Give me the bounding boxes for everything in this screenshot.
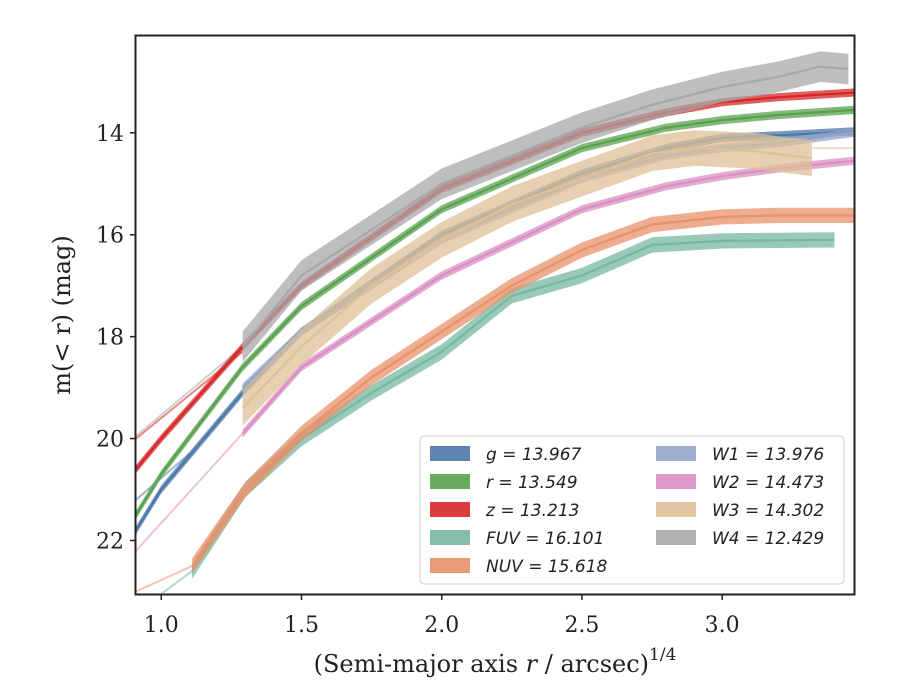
legend-item-r: r = 13.549 — [430, 473, 578, 493]
x-axis-label-sup: 1/4 — [649, 645, 676, 665]
series-w3 — [241, 130, 813, 426]
band-fuv — [192, 232, 835, 579]
x-axis-label-main: (Semi-major axis — [314, 650, 526, 678]
legend-label: r = 13.549 — [486, 473, 578, 493]
series-nuv — [191, 207, 854, 574]
legend-label: W1 = 13.976 — [712, 445, 824, 465]
extension-w4 — [136, 346, 244, 437]
plot-frame — [134, 34, 856, 596]
legend-label: W3 = 14.302 — [712, 501, 824, 521]
legend-label: FUV = 16.101 — [486, 529, 604, 549]
legend-swatch — [656, 446, 696, 461]
x-tick-label: 1.5 — [284, 613, 319, 638]
legend-item-g: g = 13.967 — [430, 445, 582, 465]
legend-swatch — [430, 446, 470, 461]
extension-g — [136, 453, 190, 501]
x-tick-label: 2.5 — [564, 613, 599, 638]
line-w4 — [241, 65, 849, 348]
legend-swatch — [430, 558, 470, 573]
band-w3 — [242, 130, 812, 426]
legend-item-w2: W2 = 14.473 — [656, 473, 824, 493]
x-axis-ticks: 1.0 1.5 2.0 2.5 3.0 — [144, 594, 740, 638]
legend: g = 13.967 r = 13.549 z = 13.213 FUV = 16.1… — [419, 435, 845, 585]
x-tick-label: 3.0 — [705, 613, 740, 638]
line-r — [136, 108, 854, 516]
legend-swatch — [656, 502, 696, 517]
extension-fuv — [160, 570, 193, 594]
extension-w2 — [136, 432, 244, 552]
legend-item-nuv: NUV = 15.618 — [430, 557, 608, 577]
line-w3 — [241, 146, 813, 409]
legend-item-z: z = 13.213 — [430, 501, 579, 521]
x-axis-label: (Semi-major axis r / arcsec)1/4 — [314, 645, 677, 678]
legend-label: g = 13.967 — [486, 445, 582, 465]
extension-nuv — [136, 565, 193, 593]
y-tick-label: 20 — [96, 428, 124, 453]
y-tick-label: 18 — [96, 326, 124, 351]
y-tick-label: 16 — [96, 224, 124, 249]
legend-label: z = 13.213 — [485, 501, 579, 521]
legend-item-fuv: FUV = 16.101 — [430, 529, 604, 549]
legend-swatch — [430, 474, 470, 489]
legend-label: W2 = 14.473 — [712, 473, 824, 493]
band-r — [136, 105, 854, 520]
legend-swatch — [656, 474, 696, 489]
band-w4 — [242, 51, 849, 363]
legend-item-w3: W3 = 14.302 — [656, 501, 824, 521]
y-tick-label: 22 — [96, 529, 124, 554]
legend-item-w1: W1 = 13.976 — [656, 445, 824, 465]
legend-label: NUV = 15.618 — [486, 557, 608, 577]
y-axis-ticks: 14 16 18 20 22 — [96, 122, 136, 554]
legend-item-w4: W4 = 12.429 — [656, 529, 824, 549]
x-tick-label: 1.0 — [144, 613, 179, 638]
line-nuv — [191, 214, 854, 567]
x-axis-label-var: r — [526, 650, 539, 678]
legend-label: W4 = 12.429 — [712, 529, 824, 549]
x-axis-label-tail: / arcsec) — [537, 650, 649, 678]
x-tick-label: 2.0 — [424, 613, 459, 638]
y-tick-label: 14 — [96, 122, 124, 147]
series-w4 — [241, 51, 849, 363]
legend-swatch — [656, 530, 696, 545]
legend-swatch — [430, 530, 470, 545]
series-layer — [136, 51, 854, 579]
y-axis-label: m(< r) (mag) — [48, 235, 76, 394]
legend-swatch — [430, 502, 470, 517]
legend-box — [419, 435, 845, 585]
series-r — [136, 105, 854, 520]
